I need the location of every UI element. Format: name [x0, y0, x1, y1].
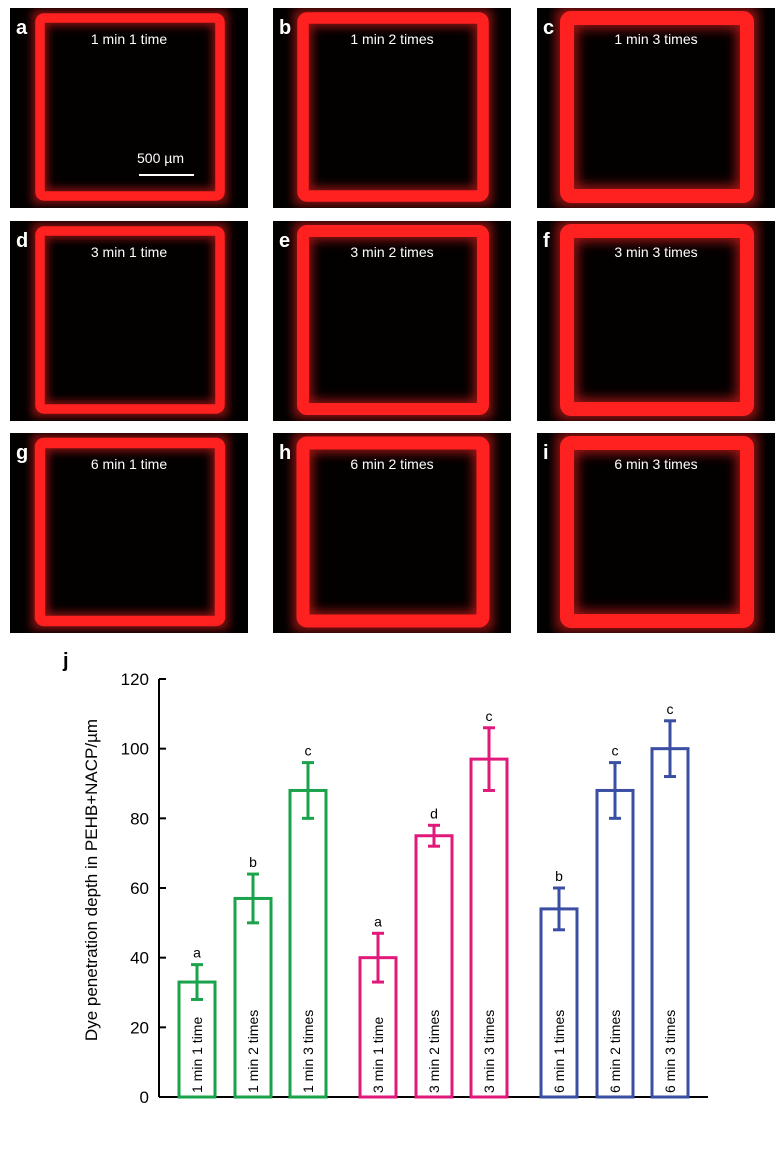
scale-bar [139, 174, 194, 176]
micrograph-panel-g: g 6 min 1 time [10, 433, 248, 633]
y-tick-label: 40 [130, 949, 149, 968]
scale-bar-label: 500 µm [137, 150, 184, 166]
bar-chart: 0 20 40 60 80 100 120 a 1 min 1 time b 1 min 2 tim… [121, 670, 708, 1107]
panel-label-e: e [279, 230, 291, 252]
micrograph-panel-h: h 6 min 2 times [273, 433, 511, 633]
fluorescence-edge [297, 12, 489, 202]
fluorescent-square-image [557, 8, 757, 206]
fluorescence-edge [560, 436, 754, 628]
fluorescent-square-image [557, 433, 757, 631]
significance-letter: b [249, 854, 257, 870]
panel-label-i: i [543, 442, 549, 464]
significance-letter: a [374, 913, 382, 929]
fluorescent-square-image [293, 433, 493, 631]
fluorescence-edge [560, 11, 754, 203]
y-tick-label: 0 [140, 1088, 149, 1107]
bar-label: 6 min 3 times [662, 1010, 678, 1093]
micrograph-panel-a: a 1 min 1 time 500 µm [10, 8, 248, 208]
panel-condition-label: 3 min 2 times [350, 244, 434, 260]
panel-condition-label: 1 min 1 time [90, 31, 168, 47]
fluorescence-edge [35, 13, 225, 201]
micrograph-panel-f: f 3 min 3 times [537, 221, 775, 421]
panel-label-a: a [16, 17, 28, 39]
significance-letter: a [193, 945, 201, 961]
fluorescent-square-image [32, 10, 228, 204]
fluorescence-edge [296, 436, 490, 628]
panel-label-d: d [16, 230, 29, 252]
fluorescent-square-image [32, 223, 228, 417]
fluorescent-square-image [557, 221, 757, 419]
fluorescence-edge [34, 437, 226, 627]
y-tick-label: 120 [121, 670, 149, 689]
y-tick-label: 100 [121, 740, 149, 759]
panel-condition-label: 3 min 1 time [90, 244, 168, 260]
bar-label: 6 min 2 times [607, 1010, 623, 1093]
fluorescence-edge [297, 225, 489, 415]
panel-condition-label: 3 min 3 times [614, 244, 698, 260]
panel-condition-label: 6 min 2 times [350, 456, 434, 472]
significance-letter: c [305, 743, 312, 759]
micrograph-panel-d: d 3 min 1 time [10, 221, 248, 421]
fluorescent-square-image [294, 222, 492, 418]
significance-letter: b [555, 868, 563, 884]
bar-label: 3 min 3 times [481, 1010, 497, 1093]
panel-label-h: h [279, 442, 292, 464]
fluorescent-square-image [31, 434, 229, 630]
fluorescence-edge [560, 224, 754, 416]
panel-condition-label: 6 min 3 times [614, 456, 698, 472]
panel-condition-label: 1 min 3 times [614, 31, 698, 47]
panel-label-g: g [16, 442, 29, 464]
bar-label: 3 min 1 time [370, 1017, 386, 1093]
micrograph-panel-b: b 1 min 2 times [273, 8, 511, 208]
fluorescent-square-image [294, 9, 492, 205]
panel-label-f: f [543, 230, 550, 252]
bar-label: 1 min 3 times [300, 1010, 316, 1093]
significance-letter: c [667, 701, 674, 717]
bar-label: 3 min 2 times [426, 1010, 442, 1093]
bar-label: 1 min 1 time [189, 1017, 205, 1093]
micrograph-panel-e: e 3 min 2 times [273, 221, 511, 421]
y-tick-label: 20 [130, 1018, 149, 1037]
panel-label-j: j [63, 650, 69, 672]
panel-label-c: c [543, 17, 555, 39]
micrograph-panel-c: c 1 min 3 times [537, 8, 775, 208]
micrograph-panel-i: i 6 min 3 times [537, 433, 775, 633]
y-tick-label: 80 [130, 809, 149, 828]
y-tick-label: 60 [130, 879, 149, 898]
panel-condition-label: 1 min 2 times [350, 31, 434, 47]
panel-label-b: b [279, 17, 292, 39]
bar-label: 6 min 1 times [551, 1010, 567, 1093]
panel-condition-label: 6 min 1 time [90, 456, 168, 472]
significance-letter: d [430, 805, 438, 821]
significance-letter: c [486, 708, 493, 724]
bar-label: 1 min 2 times [245, 1010, 261, 1093]
significance-letter: c [612, 743, 619, 759]
fluorescence-edge [35, 226, 225, 414]
